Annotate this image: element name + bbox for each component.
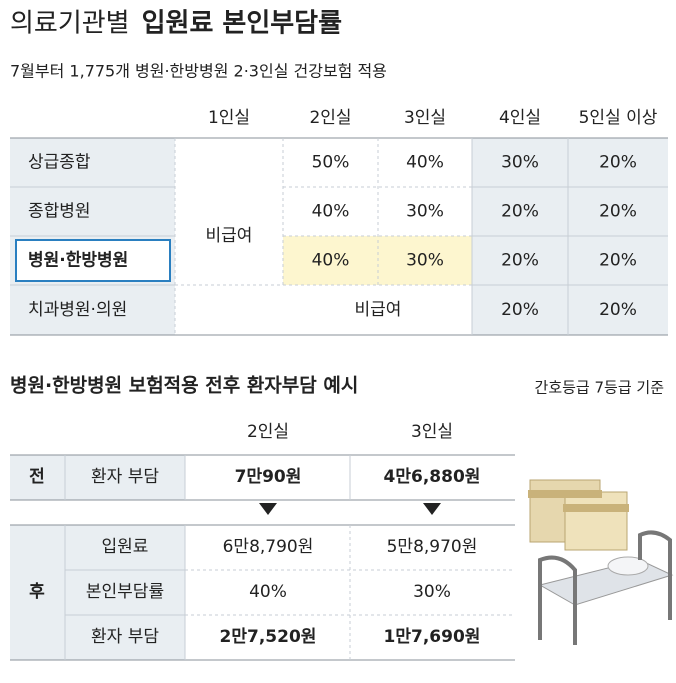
cell-text: 20% <box>501 202 539 222</box>
group-label: 후 <box>29 581 45 602</box>
cell-text: 50% <box>312 153 350 173</box>
money-stack <box>564 491 628 551</box>
arrow <box>259 503 277 515</box>
cell-text: 20% <box>599 153 637 173</box>
cell-text: 40% <box>312 202 350 222</box>
cell-bg <box>175 285 472 335</box>
cell-text: 40% <box>312 251 350 271</box>
column-header: 3인실 <box>411 422 453 442</box>
cell-text: 7만90원 <box>235 467 302 487</box>
cell-text: 30% <box>406 251 444 271</box>
cell-text: 4만6,880원 <box>384 467 481 487</box>
bed-frame <box>538 530 672 645</box>
column-header: 2인실 <box>309 108 351 128</box>
money-band <box>563 504 629 512</box>
cell-text: 6만8,790원 <box>223 537 314 557</box>
cell-text: 1만7,690원 <box>384 627 481 647</box>
cell-bg <box>10 455 185 500</box>
cell-text: 2만7,520원 <box>220 627 317 647</box>
group-label: 전 <box>29 467 45 487</box>
bed-mattress <box>538 559 674 606</box>
row-label: 입원료 <box>102 537 149 557</box>
row-label: 상급종합 <box>28 153 91 173</box>
title: 의료기관별 <box>10 9 130 39</box>
cell-text: 20% <box>599 300 637 320</box>
cell-bg <box>10 525 185 660</box>
cell-text: 40% <box>249 582 287 602</box>
column-header: 5인실 이상 <box>579 108 658 128</box>
cell-text: 40% <box>406 153 444 173</box>
cell-text: 20% <box>599 251 637 271</box>
title: 입원료 본인부담률 <box>142 9 342 39</box>
row-label: 본인부담률 <box>86 582 164 602</box>
note: 간호등급 7등급 기준 <box>535 379 665 397</box>
merged-cell: 비급여 <box>355 300 402 320</box>
cell-text: 20% <box>501 251 539 271</box>
column-header: 2인실 <box>247 422 289 442</box>
cell-text: 20% <box>599 202 637 222</box>
money-band <box>528 490 602 498</box>
row-label: 종합병원 <box>28 202 91 222</box>
column-header: 3인실 <box>404 108 446 128</box>
cell-text: 30% <box>406 202 444 222</box>
row-label: 환자 부담 <box>91 467 159 487</box>
row-label: 치과병원·의원 <box>28 300 127 320</box>
merged-cell: 비급여 <box>206 226 253 246</box>
column-header: 1인실 <box>208 108 250 128</box>
row-label: 병원·한방병원 <box>28 251 128 271</box>
row-label: 환자 부담 <box>91 627 159 647</box>
bed-pillow <box>607 556 649 576</box>
cell-text: 30% <box>413 582 451 602</box>
section-title: 병원·한방병원 보험적용 전후 환자부담 예시 <box>10 375 358 397</box>
cell-text: 30% <box>501 153 539 173</box>
label-box <box>15 239 171 282</box>
cell-text: 5만8,970원 <box>387 537 478 557</box>
arrow <box>423 503 441 515</box>
subtitle: 7월부터 1,775개 병원·한방병원 2·3인실 건강보험 적용 <box>10 62 387 81</box>
illustration <box>528 479 674 645</box>
column-header: 4인실 <box>499 108 541 128</box>
cell-text: 20% <box>501 300 539 320</box>
